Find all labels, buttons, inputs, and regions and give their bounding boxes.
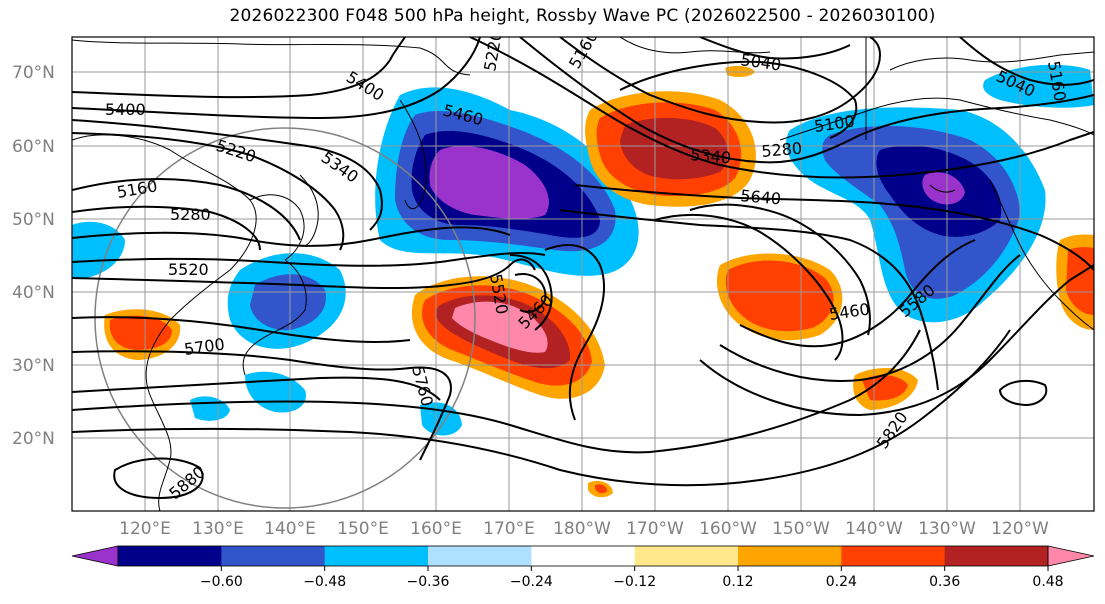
colorbar-frame — [117, 545, 1049, 567]
lon-label: 120°W — [991, 519, 1049, 539]
colorbar-segment — [634, 546, 739, 566]
map-plot-area: 5400 5400 5220 5160 5280 5520 5340 5460 … — [72, 37, 1094, 511]
colorbar-tick-label: −0.36 — [407, 574, 450, 590]
colorbar-segment — [531, 546, 636, 566]
colorbar-tick-label: −0.24 — [510, 574, 553, 590]
lon-label: 170°E — [483, 519, 535, 539]
coastlines — [72, 37, 1094, 511]
colorbar-tick-label: 0.48 — [1032, 574, 1063, 590]
colorbar-segment — [221, 546, 326, 566]
colorbar-segment — [738, 546, 842, 566]
colorbar-tick-label: −0.60 — [200, 574, 243, 590]
lon-label: 140°E — [264, 519, 316, 539]
colorbar-segment — [324, 546, 429, 566]
lat-label: 20°N — [12, 429, 55, 449]
contour-label: 5640 — [740, 186, 782, 208]
lon-label: 130°E — [192, 519, 244, 539]
colorbar-extend-low — [71, 545, 119, 567]
longitude-labels: 120°E 130°E 140°E 150°E 160°E 170°E 180°… — [119, 519, 1049, 539]
colorbar-segment — [428, 546, 532, 566]
colorbar-tick-label: −0.12 — [613, 574, 656, 590]
height-contours — [72, 37, 1094, 500]
colorbar-tick-label: 0.12 — [722, 574, 753, 590]
lon-label: 160°W — [699, 519, 757, 539]
lon-label: 170°W — [626, 519, 684, 539]
lon-label: 150°W — [772, 519, 830, 539]
lat-label: 70°N — [12, 63, 55, 83]
negative-anomaly-east — [786, 64, 1094, 323]
lon-label: 150°E — [337, 519, 389, 539]
plot-frame — [71, 36, 1095, 512]
colorbar-tick-label: 0.36 — [929, 574, 960, 590]
colorbar-segment — [841, 546, 946, 566]
lat-label: 40°N — [12, 283, 55, 303]
colorbar-segment — [118, 546, 222, 566]
colorbar-extend-high — [1047, 545, 1095, 567]
positive-anomaly-pacific — [411, 276, 605, 399]
latitude-labels: 70°N 60°N 50°N 40°N 30°N 20°N — [12, 63, 55, 449]
lon-label: 180°W — [553, 519, 611, 539]
negative-anomaly-japan — [72, 221, 462, 436]
lat-label: 50°N — [12, 210, 55, 230]
contour-label: 5280 — [761, 139, 803, 161]
contour-label: 5520 — [168, 260, 209, 279]
positive-anomaly-bering — [585, 91, 756, 207]
map-title: 2026022300 F048 500 hPa height, Rossby W… — [229, 6, 936, 26]
lon-label: 160°E — [410, 519, 462, 539]
lon-label: 140°W — [845, 519, 903, 539]
lon-label: 120°E — [119, 519, 171, 539]
graticule — [72, 37, 1094, 511]
lat-label: 30°N — [12, 356, 55, 376]
colorbar: −0.60 −0.48 −0.36 −0.24 −0.12 0.12 0.24 0.36 0.4… — [71, 545, 1095, 590]
colorbar-segment — [944, 546, 1049, 566]
contour-label: 5340 — [690, 145, 732, 167]
contour-label: 5400 — [105, 100, 146, 119]
lon-label: 130°W — [918, 519, 976, 539]
lat-label: 60°N — [12, 137, 55, 157]
colorbar-tick-label: −0.48 — [303, 574, 346, 590]
contour-label: 5280 — [170, 205, 211, 224]
colorbar-tick-label: 0.24 — [826, 574, 857, 590]
